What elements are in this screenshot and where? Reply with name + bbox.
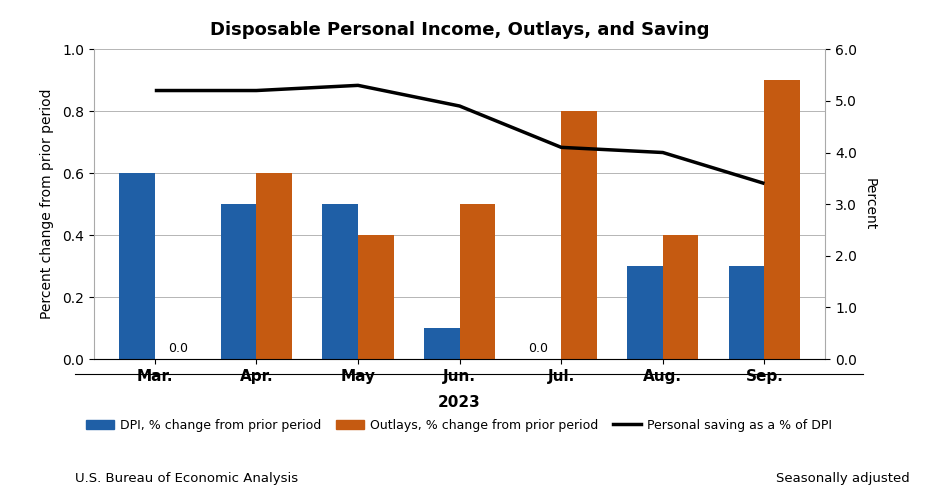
- Bar: [729, 266, 764, 359]
- Bar: [256, 173, 292, 359]
- Bar: [424, 328, 460, 359]
- Bar: [764, 80, 800, 359]
- X-axis label: 2023: 2023: [438, 395, 481, 410]
- Text: Seasonally adjusted: Seasonally adjusted: [776, 472, 910, 485]
- Bar: [663, 235, 699, 359]
- Bar: [460, 204, 495, 359]
- Y-axis label: Percent: Percent: [863, 178, 877, 230]
- Text: 0.0: 0.0: [528, 342, 549, 355]
- Title: Disposable Personal Income, Outlays, and Saving: Disposable Personal Income, Outlays, and…: [210, 21, 709, 39]
- Text: U.S. Bureau of Economic Analysis: U.S. Bureau of Economic Analysis: [75, 472, 298, 485]
- Bar: [628, 266, 663, 359]
- Bar: [119, 173, 155, 359]
- Bar: [220, 204, 256, 359]
- Y-axis label: Percent change from prior period: Percent change from prior period: [39, 89, 53, 319]
- Bar: [358, 235, 394, 359]
- Bar: [561, 111, 597, 359]
- Bar: [323, 204, 358, 359]
- Text: 0.0: 0.0: [168, 342, 188, 355]
- Legend: DPI, % change from prior period, Outlays, % change from prior period, Personal s: DPI, % change from prior period, Outlays…: [82, 414, 837, 436]
